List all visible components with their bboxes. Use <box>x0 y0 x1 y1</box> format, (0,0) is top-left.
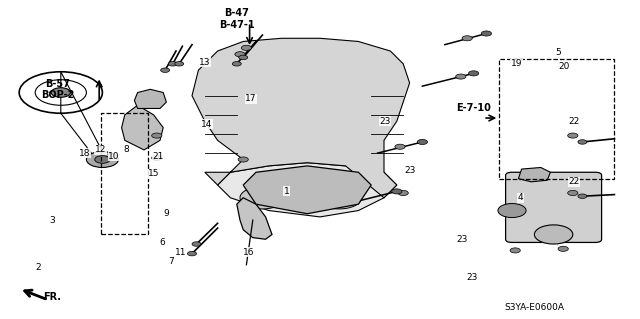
Polygon shape <box>134 89 166 108</box>
Text: 15: 15 <box>148 169 159 178</box>
Text: 13: 13 <box>199 58 211 67</box>
Text: 23: 23 <box>404 166 415 175</box>
Text: FR.: FR. <box>44 292 61 302</box>
Circle shape <box>51 88 70 97</box>
Circle shape <box>558 246 568 251</box>
Circle shape <box>578 194 587 198</box>
Text: 4: 4 <box>518 193 523 202</box>
Text: 23: 23 <box>466 273 477 282</box>
Text: 8: 8 <box>124 145 129 154</box>
Circle shape <box>239 55 248 60</box>
Text: 22: 22 <box>568 177 580 186</box>
Circle shape <box>456 74 466 79</box>
Polygon shape <box>218 163 397 217</box>
Circle shape <box>278 187 323 209</box>
Circle shape <box>241 45 252 50</box>
Text: E-7-10: E-7-10 <box>456 103 491 114</box>
Circle shape <box>578 140 587 144</box>
Circle shape <box>498 204 526 218</box>
Text: B-47
B-47-1: B-47 B-47-1 <box>219 8 255 30</box>
Polygon shape <box>243 166 371 214</box>
FancyBboxPatch shape <box>506 172 602 242</box>
Text: 12: 12 <box>95 145 106 154</box>
Circle shape <box>317 187 362 209</box>
Circle shape <box>392 189 402 194</box>
Circle shape <box>192 242 201 246</box>
Circle shape <box>188 251 196 256</box>
Polygon shape <box>518 167 550 182</box>
Circle shape <box>481 31 492 36</box>
Text: 16: 16 <box>243 248 254 256</box>
Circle shape <box>240 187 285 209</box>
Text: 18: 18 <box>79 149 91 158</box>
Text: 6: 6 <box>160 238 165 247</box>
Circle shape <box>235 52 245 57</box>
Text: B-57
BOP-2: B-57 BOP-2 <box>41 78 74 100</box>
Circle shape <box>95 156 110 163</box>
Text: 23: 23 <box>456 235 468 244</box>
Circle shape <box>238 157 248 162</box>
Text: 1: 1 <box>284 187 289 196</box>
Circle shape <box>152 133 162 138</box>
Circle shape <box>468 71 479 76</box>
Circle shape <box>568 133 578 138</box>
Polygon shape <box>122 105 163 150</box>
Text: 9: 9 <box>164 209 169 218</box>
Circle shape <box>398 190 408 196</box>
Text: S3YA-E0600A: S3YA-E0600A <box>504 303 564 312</box>
Text: 10: 10 <box>108 152 120 161</box>
Text: 7: 7 <box>169 257 174 266</box>
Text: 23: 23 <box>380 117 391 126</box>
Text: 17: 17 <box>245 94 257 103</box>
Text: 2: 2 <box>36 263 41 272</box>
Circle shape <box>152 155 162 160</box>
Text: 22: 22 <box>568 117 580 126</box>
Text: 11: 11 <box>175 248 186 256</box>
Text: 20: 20 <box>559 63 570 71</box>
Circle shape <box>395 144 405 149</box>
Circle shape <box>462 36 472 41</box>
Text: 14: 14 <box>201 120 212 129</box>
Circle shape <box>568 190 578 196</box>
Text: 5: 5 <box>556 48 561 57</box>
Polygon shape <box>237 198 272 239</box>
Circle shape <box>417 139 428 145</box>
Circle shape <box>510 248 520 253</box>
Circle shape <box>168 62 177 66</box>
Text: 19: 19 <box>511 59 522 68</box>
Circle shape <box>161 68 170 72</box>
Circle shape <box>534 225 573 244</box>
Polygon shape <box>192 38 410 198</box>
Circle shape <box>175 62 184 66</box>
Circle shape <box>86 152 118 167</box>
Text: 21: 21 <box>152 152 164 161</box>
Circle shape <box>232 62 241 66</box>
Text: 3: 3 <box>50 216 55 225</box>
